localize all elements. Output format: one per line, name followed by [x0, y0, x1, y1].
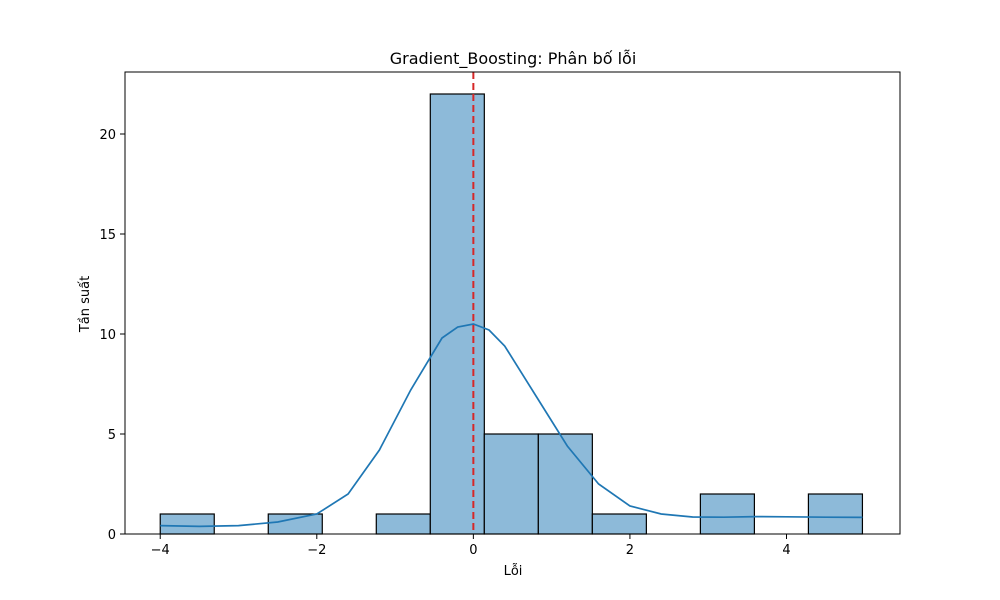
histogram-bars [159, 93, 864, 535]
x-tick-label: 2 [626, 543, 634, 558]
histogram-bar [483, 433, 539, 535]
x-tick-label: 0 [469, 543, 477, 558]
histogram-bar [807, 493, 864, 535]
histogram-bar [267, 513, 323, 535]
histogram-bar [375, 513, 431, 535]
histogram-bar [699, 493, 755, 535]
histogram-bar [537, 433, 593, 535]
chart-title: Gradient_Boosting: Phân bố lỗi [390, 49, 637, 69]
x-axis-ticks: −4 −2 0 2 4 [151, 534, 791, 558]
plot-frame [124, 71, 901, 535]
y-tick-label: 5 [108, 428, 116, 443]
y-axis-ticks: 0 5 10 15 20 [99, 128, 125, 543]
x-axis-label: Lỗi [504, 564, 523, 579]
y-tick-label: 0 [108, 528, 116, 543]
histogram-bar [159, 513, 215, 535]
histogram-bar [591, 513, 647, 535]
y-tick-label: 20 [99, 128, 116, 143]
y-axis-label: Tần suất [78, 276, 93, 333]
y-tick-label: 10 [99, 328, 116, 343]
y-tick-label: 15 [99, 228, 116, 243]
histogram-bar [429, 93, 485, 535]
x-tick-label: −4 [151, 543, 170, 558]
x-tick-label: 4 [782, 543, 790, 558]
x-tick-label: −2 [307, 543, 326, 558]
kde-curve [160, 323, 863, 528]
